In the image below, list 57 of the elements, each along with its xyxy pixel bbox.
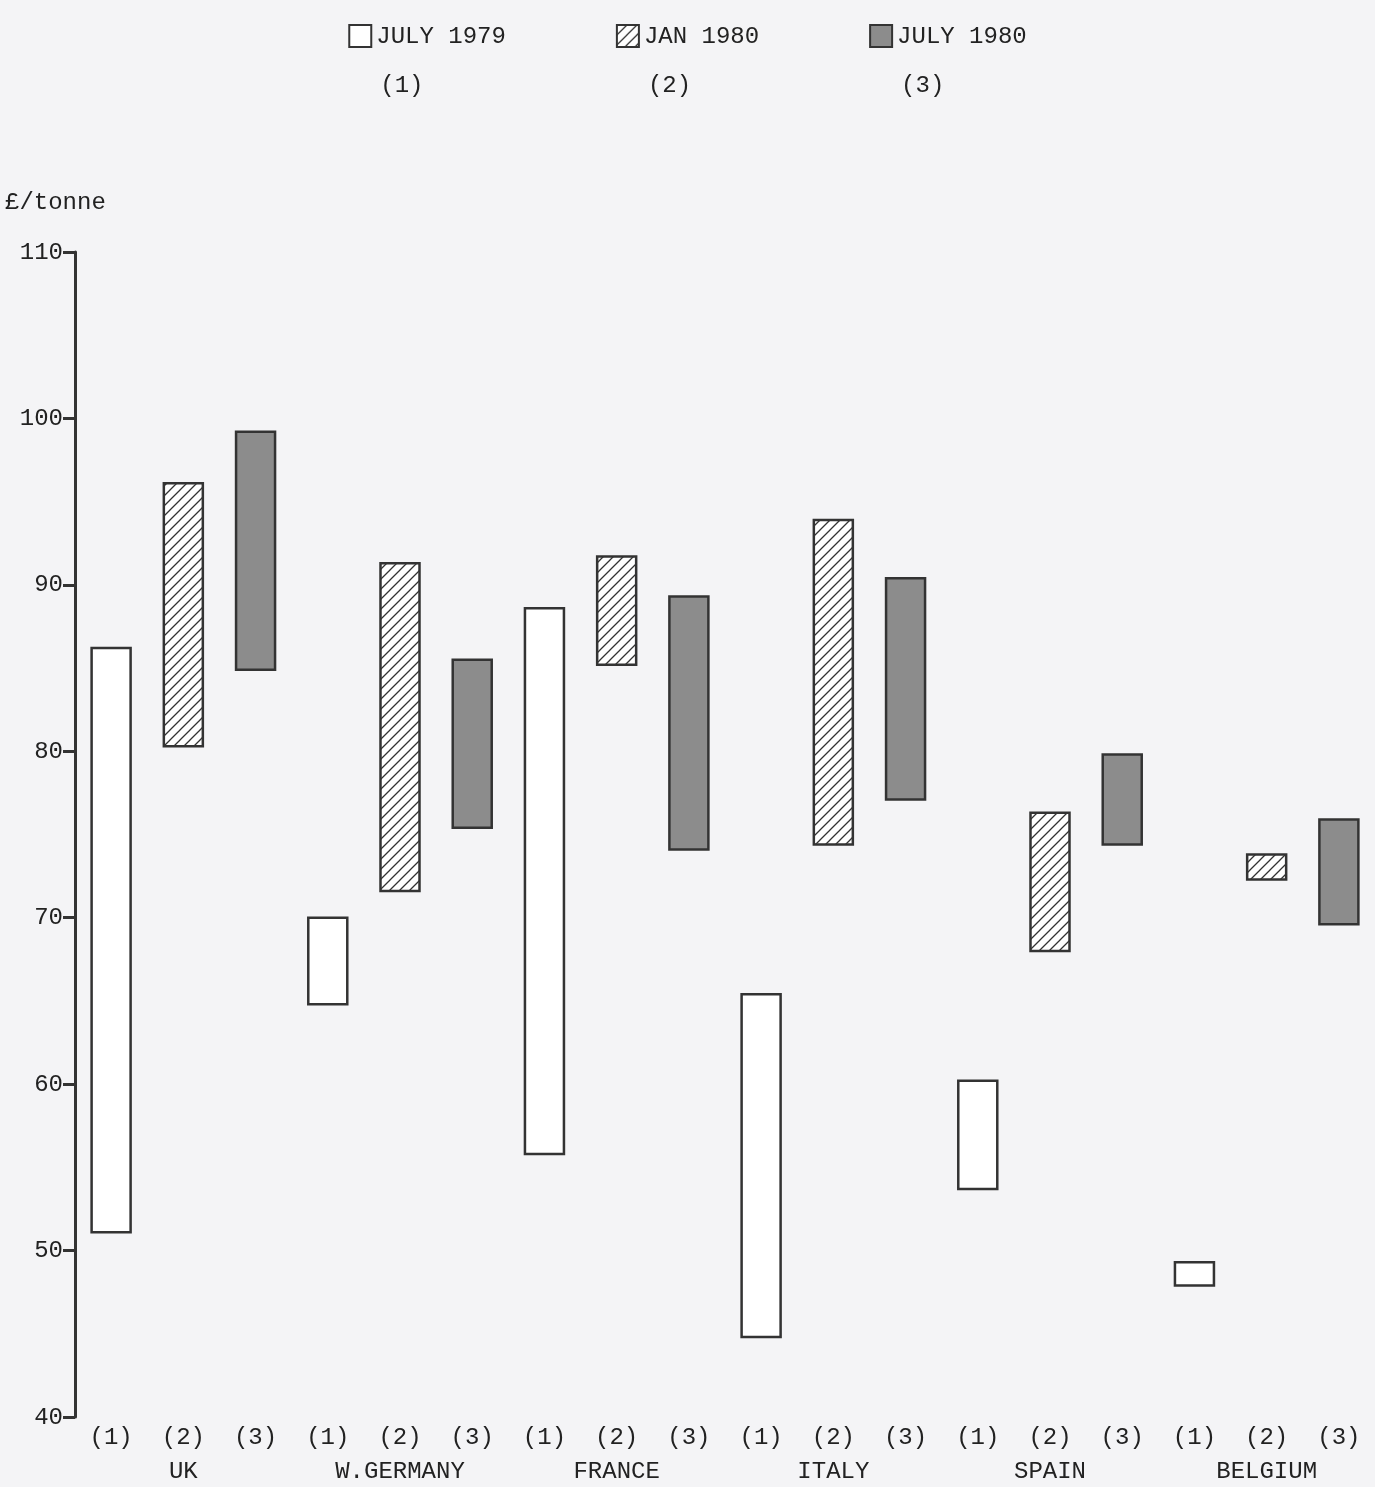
- x-tick-label: W.GERMANY: [335, 1457, 465, 1485]
- y-tick-label: 110: [19, 238, 63, 266]
- text: (1): [380, 71, 424, 99]
- y-tick-label: 90: [34, 571, 63, 599]
- bar: [957, 1079, 999, 1191]
- text: (2): [595, 1423, 639, 1451]
- bar: [595, 555, 638, 666]
- bar: [523, 606, 566, 1156]
- bar: [1318, 818, 1360, 926]
- bar: [234, 430, 277, 671]
- legend-label: JULY 1979: [376, 22, 506, 50]
- text: (1): [89, 1423, 133, 1451]
- text: (3): [1100, 1423, 1144, 1451]
- text: (2): [161, 1423, 205, 1451]
- legend-label: JULY 1980: [897, 22, 1027, 50]
- y-tick-label: 100: [19, 404, 63, 432]
- legend-label: JAN 1980: [643, 22, 760, 50]
- x-tick-label: SPAIN: [1013, 1457, 1087, 1485]
- text: (3): [883, 1423, 928, 1451]
- text: (2): [1028, 1423, 1072, 1451]
- bar: [1173, 1260, 1216, 1287]
- bar: [451, 658, 493, 830]
- bar: [1029, 811, 1071, 953]
- x-tick-label: UK: [168, 1457, 199, 1485]
- text: (3): [667, 1423, 711, 1451]
- x-tick-label: ITALY: [797, 1457, 870, 1485]
- y-tick-label: 50: [34, 1237, 63, 1265]
- bar: [379, 561, 421, 893]
- text: (2): [1245, 1423, 1289, 1451]
- text: (3): [233, 1423, 278, 1451]
- text: (1): [739, 1423, 783, 1451]
- bar: [884, 576, 927, 801]
- y-axis-title: £/tonne: [5, 188, 106, 216]
- bar: [162, 482, 205, 748]
- bar: [1101, 753, 1143, 846]
- y-tick-label: 40: [34, 1403, 63, 1431]
- y-tick-label: 60: [34, 1070, 63, 1098]
- text: (1): [956, 1423, 1000, 1451]
- text: (3): [450, 1423, 494, 1451]
- text: (1): [306, 1423, 350, 1451]
- text: (2): [378, 1423, 422, 1451]
- bar: [1245, 853, 1288, 881]
- y-tick-label: 80: [34, 737, 63, 765]
- text: (1): [522, 1423, 567, 1451]
- text: (3): [1317, 1423, 1361, 1451]
- bar: [740, 993, 782, 1339]
- bar: [307, 916, 349, 1006]
- y-tick-label: 70: [34, 904, 63, 932]
- bar: [812, 518, 855, 846]
- text: (2): [811, 1423, 855, 1451]
- bar: [668, 595, 710, 851]
- text: (2): [647, 71, 692, 99]
- bar: [90, 646, 132, 1234]
- x-tick-label: FRANCE: [573, 1457, 660, 1485]
- x-tick-label: BELGIUM: [1216, 1457, 1318, 1485]
- text: (1): [1172, 1423, 1217, 1451]
- text: (3): [901, 71, 945, 99]
